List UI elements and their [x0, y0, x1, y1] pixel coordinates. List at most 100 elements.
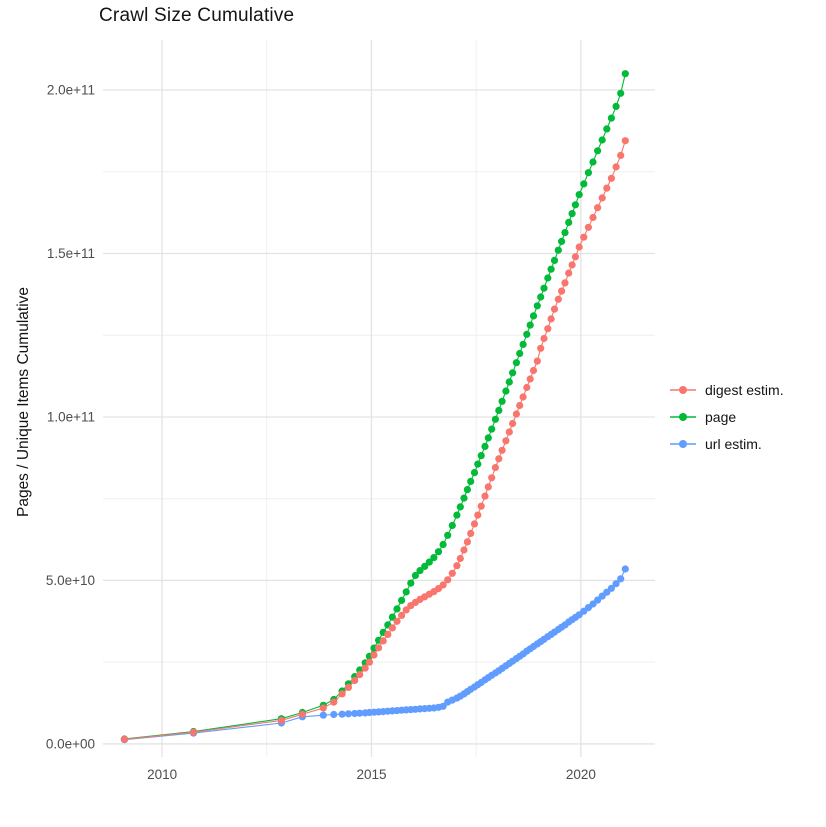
data-point-url-estim-	[338, 710, 346, 718]
data-point-digest-estim-	[495, 455, 503, 463]
x-tick-label: 2020	[566, 767, 596, 782]
data-point-digest-estim-	[338, 690, 346, 698]
data-point-page	[421, 562, 429, 571]
data-point-page	[568, 210, 576, 218]
data-point-digest-estim-	[402, 606, 410, 614]
legend-label: digest estim.	[705, 382, 784, 398]
legend-item-page: page	[670, 409, 784, 425]
data-point-digest-estim-	[365, 658, 373, 666]
data-point-digest-estim-	[544, 325, 552, 333]
legend: digest estim. page url estim.	[670, 382, 784, 463]
data-point-digest-estim-	[516, 401, 524, 410]
data-point-page	[540, 284, 548, 292]
data-point-digest-estim-	[617, 151, 625, 159]
data-point-page	[456, 503, 464, 511]
data-point-digest-estim-	[361, 664, 369, 672]
data-point-page	[508, 369, 517, 377]
data-point-digest-estim-	[319, 704, 327, 712]
data-point-page	[498, 397, 506, 405]
data-point-digest-estim-	[529, 366, 538, 375]
data-point-page	[467, 477, 475, 485]
data-point-digest-estim-	[344, 683, 352, 692]
data-point-page	[598, 136, 606, 144]
data-point-page	[425, 558, 433, 566]
data-point-digest-estim-	[580, 233, 588, 241]
data-point-url-estim-	[344, 710, 352, 718]
data-point-digest-estim-	[575, 243, 583, 251]
data-point-page	[547, 265, 555, 273]
data-point-url-estim-	[439, 702, 447, 710]
data-point-digest-estim-	[561, 279, 569, 287]
data-point-page	[580, 180, 588, 188]
data-point-page	[505, 378, 513, 386]
data-point-digest-estim-	[398, 611, 406, 620]
data-point-page	[589, 158, 597, 166]
data-point-digest-estim-	[444, 576, 452, 584]
data-point-digest-estim-	[533, 357, 541, 365]
data-point-page	[411, 571, 419, 580]
data-point-page	[617, 89, 625, 97]
data-point-page	[463, 486, 471, 494]
data-point-page	[523, 330, 531, 338]
data-point-page	[612, 102, 620, 110]
data-point-url-estim-	[356, 709, 364, 717]
data-point-digest-estim-	[491, 464, 499, 472]
legend-key-dot	[679, 440, 687, 448]
data-point-page	[526, 321, 534, 329]
data-point-digest-estim-	[463, 538, 471, 546]
data-point-digest-estim-	[439, 581, 447, 589]
data-point-digest-estim-	[370, 651, 378, 659]
data-point-page	[603, 125, 611, 133]
data-point-digest-estim-	[498, 446, 506, 454]
data-point-page	[448, 521, 456, 530]
data-point-page	[477, 452, 485, 460]
data-point-digest-estim-	[460, 546, 468, 554]
data-point-page	[512, 359, 521, 367]
data-point-page	[444, 531, 452, 539]
data-point-page	[537, 293, 545, 301]
data-point-page	[407, 579, 415, 587]
data-point-page	[416, 567, 424, 575]
data-point-digest-estim-	[484, 483, 492, 491]
data-point-page	[519, 340, 527, 348]
data-point-digest-estim-	[607, 174, 616, 182]
data-point-digest-estim-	[384, 630, 392, 639]
data-point-digest-estim-	[512, 410, 521, 418]
data-point-digest-estim-	[488, 474, 496, 482]
data-point-page	[502, 387, 510, 395]
data-point-digest-estim-	[453, 562, 461, 570]
data-point-url-estim-	[612, 580, 620, 588]
y-tick-label: 0.0e+00	[46, 736, 95, 751]
data-point-digest-estim-	[356, 671, 364, 679]
data-point-page	[434, 548, 443, 556]
data-point-page	[460, 494, 468, 502]
data-point-digest-estim-	[456, 554, 464, 563]
data-point-digest-estim-	[594, 204, 602, 212]
y-tick-label: 2.0e+11	[47, 83, 95, 98]
data-point-digest-estim-	[330, 698, 338, 706]
data-point-digest-estim-	[571, 253, 580, 261]
y-tick-label: 1.0e+11	[47, 410, 95, 425]
data-point-page	[430, 554, 438, 562]
data-point-page	[561, 229, 569, 237]
data-point-digest-estim-	[393, 617, 401, 625]
data-point-digest-estim-	[298, 710, 306, 718]
data-point-page	[554, 246, 562, 254]
series-line-digest-estim-	[124, 140, 626, 740]
chart-title: Crawl Size Cumulative	[99, 5, 295, 26]
data-point-page	[398, 596, 406, 605]
data-point-page	[607, 114, 616, 122]
data-point-digest-estim-	[467, 529, 475, 538]
data-point-digest-estim-	[351, 676, 359, 685]
data-point-page	[529, 312, 538, 320]
data-point-page	[495, 406, 503, 414]
legend-item-url-estim-: url estim.	[670, 436, 784, 452]
data-point-digest-estim-	[589, 213, 597, 222]
data-point-digest-estim-	[565, 269, 573, 277]
data-point-page	[621, 70, 629, 78]
data-point-url-estim-	[621, 565, 629, 573]
data-point-page	[402, 588, 410, 596]
y-tick-label: 1.5e+11	[47, 246, 95, 261]
data-point-digest-estim-	[448, 569, 456, 577]
